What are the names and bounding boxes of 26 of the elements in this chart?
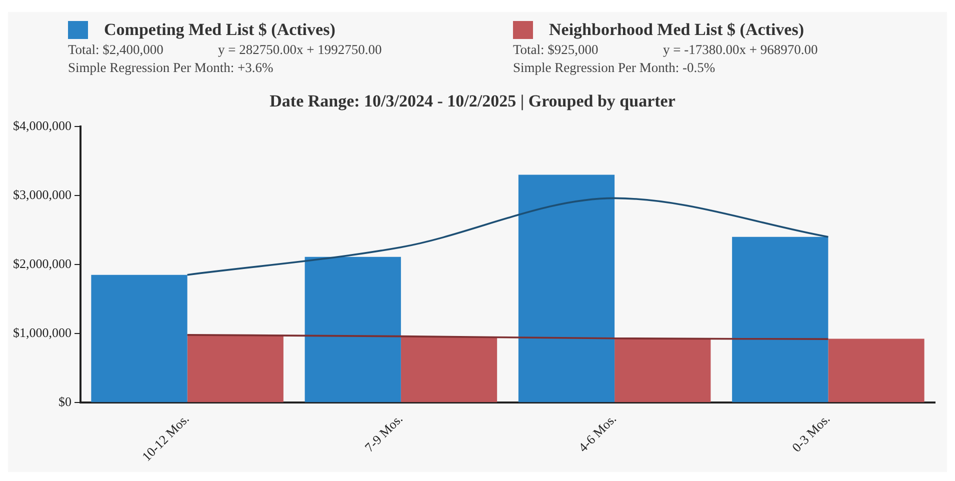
legend-label: Competing Med List $ (Actives) xyxy=(104,20,336,40)
bar xyxy=(304,256,401,402)
bar xyxy=(187,334,284,402)
y-tick-label: $0 xyxy=(58,394,72,409)
text: y = 282750.00x + 1992750.00 xyxy=(218,42,382,58)
text: Total: $925,000 xyxy=(513,42,600,58)
x-tick-label: 4-6 Mos. xyxy=(575,411,620,455)
text: Simple Regression Per Month: -0.5% xyxy=(513,60,716,76)
legend-label: Neighborhood Med List $ (Actives) xyxy=(549,20,804,40)
line-series xyxy=(186,197,830,276)
text: Simple Regression Per Month: +3.6% xyxy=(68,60,274,76)
chart-title: Date Range: 10/3/2024 - 10/2/2025 | Grouped by quarter xyxy=(270,92,676,111)
x-tick-label: 0-3 Mos. xyxy=(788,411,833,455)
bar xyxy=(828,338,924,402)
y-tick-label: $1,000,000 xyxy=(13,324,72,340)
bar xyxy=(91,274,188,402)
y-tick-label: $3,000,000 xyxy=(13,186,72,202)
bar xyxy=(732,236,828,402)
bar xyxy=(614,338,711,402)
bar xyxy=(518,174,615,402)
y-tick-label: $2,000,000 xyxy=(13,256,72,271)
x-tick-label: 7-9 Mos. xyxy=(362,411,406,455)
text: Total: $2,400,000 xyxy=(68,42,164,58)
text: y = -17380.00x + 968970.00 xyxy=(663,42,818,58)
bar xyxy=(400,336,498,402)
y-tick-label: $4,000,000 xyxy=(13,118,72,133)
